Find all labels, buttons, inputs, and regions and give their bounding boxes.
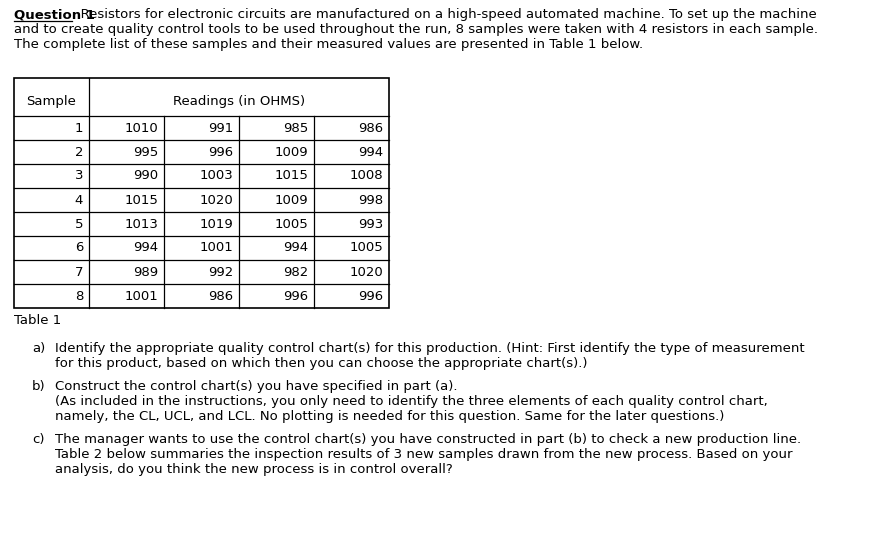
Text: b): b) <box>32 380 46 393</box>
Text: 2: 2 <box>75 145 83 159</box>
Text: The complete list of these samples and their measured values are presented in Ta: The complete list of these samples and t… <box>14 38 643 51</box>
Text: 995: 995 <box>133 145 158 159</box>
Text: namely, the CL, UCL, and LCL. No plotting is needed for this question. Same for : namely, the CL, UCL, and LCL. No plottin… <box>55 410 724 423</box>
Text: Construct the control chart(s) you have specified in part (a).: Construct the control chart(s) you have … <box>55 380 458 393</box>
Text: 1015: 1015 <box>124 194 158 207</box>
Text: Table 2 below summaries the inspection results of 3 new samples drawn from the n: Table 2 below summaries the inspection r… <box>55 448 793 461</box>
Text: 6: 6 <box>75 242 83 254</box>
Text: 996: 996 <box>208 145 233 159</box>
Text: 1010: 1010 <box>124 122 158 134</box>
Text: 5: 5 <box>75 217 83 230</box>
Text: 994: 994 <box>358 145 383 159</box>
Text: The manager wants to use the control chart(s) you have constructed in part (b) t: The manager wants to use the control cha… <box>55 433 801 446</box>
Text: Readings (in OHMS): Readings (in OHMS) <box>173 95 305 108</box>
Text: 1015: 1015 <box>275 169 308 182</box>
Text: c): c) <box>32 433 45 446</box>
Bar <box>14 78 389 308</box>
Text: 990: 990 <box>133 169 158 182</box>
Text: Identify the appropriate quality control chart(s) for this production. (Hint: Fi: Identify the appropriate quality control… <box>55 342 804 355</box>
Text: and to create quality control tools to be used throughout the run, 8 samples wer: and to create quality control tools to b… <box>14 23 818 36</box>
Text: 998: 998 <box>358 194 383 207</box>
Text: 982: 982 <box>282 265 308 279</box>
Text: 1: 1 <box>75 122 83 134</box>
Text: Question 1: Question 1 <box>14 8 95 21</box>
Text: 3: 3 <box>75 169 83 182</box>
Text: 996: 996 <box>358 289 383 302</box>
Text: 1019: 1019 <box>199 217 233 230</box>
Text: 994: 994 <box>133 242 158 254</box>
Text: 1009: 1009 <box>275 194 308 207</box>
Text: 1008: 1008 <box>349 169 383 182</box>
Text: 991: 991 <box>208 122 233 134</box>
Text: for this product, based on which then you can choose the appropriate chart(s).): for this product, based on which then yo… <box>55 357 588 370</box>
Text: a): a) <box>32 342 45 355</box>
Text: 986: 986 <box>358 122 383 134</box>
Text: 992: 992 <box>208 265 233 279</box>
Text: (As included in the instructions, you only need to identify the three elements o: (As included in the instructions, you on… <box>55 395 767 408</box>
Text: 993: 993 <box>358 217 383 230</box>
Text: 4: 4 <box>75 194 83 207</box>
Text: 1001: 1001 <box>199 242 233 254</box>
Text: 985: 985 <box>282 122 308 134</box>
Text: 1003: 1003 <box>199 169 233 182</box>
Text: 986: 986 <box>208 289 233 302</box>
Text: Table 1: Table 1 <box>14 314 62 327</box>
Text: Sample: Sample <box>26 95 77 108</box>
Text: 1005: 1005 <box>349 242 383 254</box>
Text: 994: 994 <box>282 242 308 254</box>
Text: 8: 8 <box>75 289 83 302</box>
Text: 1020: 1020 <box>349 265 383 279</box>
Text: 1005: 1005 <box>275 217 308 230</box>
Text: 989: 989 <box>133 265 158 279</box>
Text: 7: 7 <box>75 265 83 279</box>
Text: 1013: 1013 <box>124 217 158 230</box>
Text: 996: 996 <box>282 289 308 302</box>
Text: 1020: 1020 <box>199 194 233 207</box>
Text: analysis, do you think the new process is in control overall?: analysis, do you think the new process i… <box>55 463 452 476</box>
Text: 1001: 1001 <box>124 289 158 302</box>
Text: 1009: 1009 <box>275 145 308 159</box>
Text: : Resistors for electronic circuits are manufactured on a high-speed automated m: : Resistors for electronic circuits are … <box>72 8 817 21</box>
